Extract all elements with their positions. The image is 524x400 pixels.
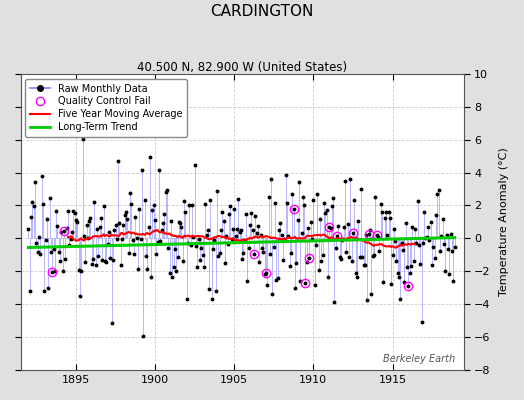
Y-axis label: Temperature Anomaly (°C): Temperature Anomaly (°C) — [499, 148, 509, 296]
Text: CARDINGTON: CARDINGTON — [210, 4, 314, 19]
Legend: Raw Monthly Data, Quality Control Fail, Five Year Moving Average, Long-Term Tren: Raw Monthly Data, Quality Control Fail, … — [26, 79, 187, 137]
Title: 40.500 N, 82.900 W (United States): 40.500 N, 82.900 W (United States) — [137, 61, 347, 74]
Text: Berkeley Earth: Berkeley Earth — [383, 354, 455, 364]
